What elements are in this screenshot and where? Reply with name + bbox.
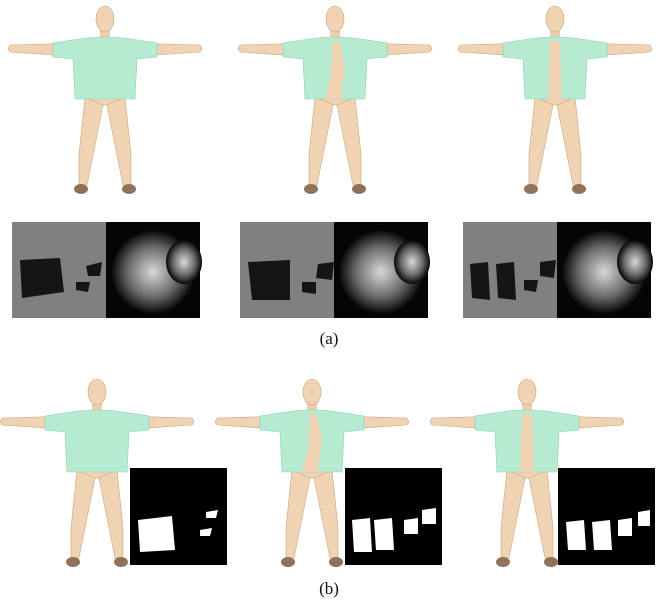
figure: (a) (b) bbox=[0, 0, 658, 600]
figure-row-a: (a) bbox=[8, 6, 653, 348]
panel-label: (b) bbox=[319, 579, 339, 598]
figure-row-b: (b) bbox=[0, 379, 655, 598]
panel-label: (a) bbox=[320, 329, 339, 348]
